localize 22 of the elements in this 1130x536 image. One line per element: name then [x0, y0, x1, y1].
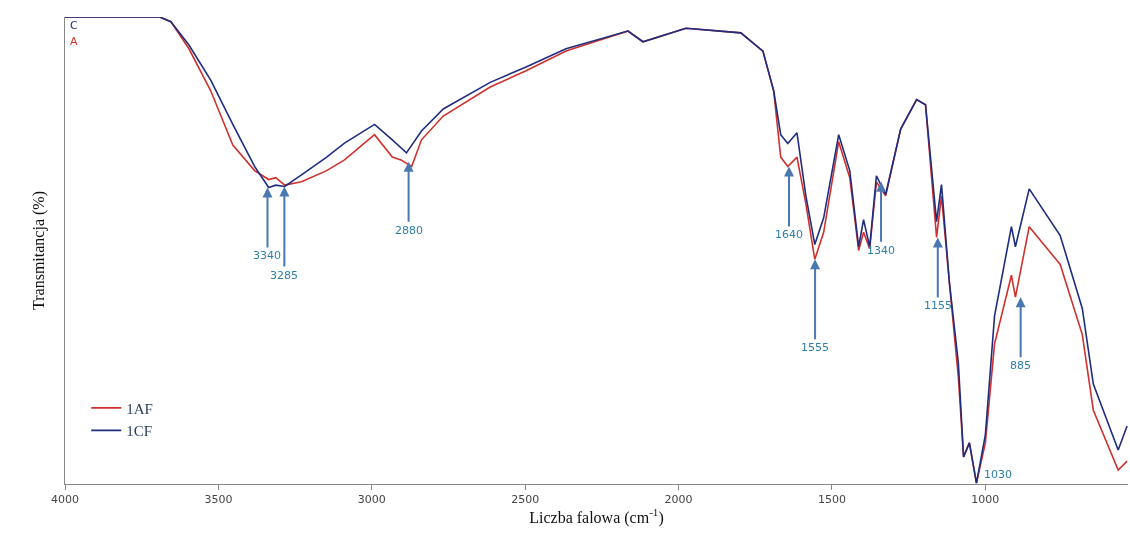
annotation: A: [70, 35, 78, 48]
annotation: C: [70, 19, 78, 32]
annotation: 1555: [801, 341, 829, 354]
annotation: 1640: [775, 228, 803, 241]
annotation: 885: [1010, 359, 1031, 372]
annotation: 1155: [924, 299, 952, 312]
x-tick-label: 2500: [511, 493, 540, 507]
x-tick-label: 4000: [51, 493, 79, 507]
x-tick-label: 1000: [971, 493, 1000, 507]
legend-label: 1AF: [126, 400, 153, 417]
x-tick-label: 2000: [664, 493, 693, 507]
x-tick-label: 3000: [357, 493, 386, 507]
x-tick-label: 1500: [817, 493, 846, 507]
annotation: 2880: [395, 224, 423, 237]
x-axis-title: Liczba falowa (cm$^{-1}$): [529, 506, 664, 527]
annotation: 1340: [867, 244, 895, 257]
x-tick-label: 3500: [204, 493, 233, 507]
annotation: 3340: [253, 249, 281, 262]
annotation: 1030: [984, 468, 1012, 481]
annotation: 3285: [270, 269, 298, 282]
legend-label: 1CF: [126, 423, 153, 440]
y-axis-title: Transmitancja (%): [29, 191, 48, 310]
